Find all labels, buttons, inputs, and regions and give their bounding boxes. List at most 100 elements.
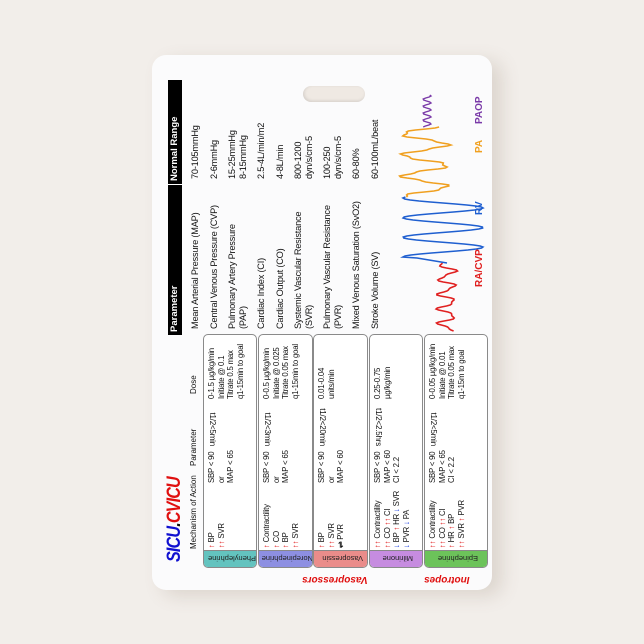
parameter-line: SBP < 90 <box>373 451 382 483</box>
parameter-line: SBP < 90 <box>317 451 326 483</box>
drug-name-strip: Vasopressin <box>314 550 367 567</box>
mechanism-text: SVR <box>392 490 402 507</box>
mechanism-text: PVR <box>336 524 346 540</box>
range-line: 800-1200 <box>293 141 303 179</box>
mechanism-text: PVR <box>456 500 466 516</box>
range-cell: 4-8L/min <box>275 80 286 185</box>
parameter-cell: Mean Arterial Pressure (MAP) <box>190 185 201 335</box>
parameter-line: Pulmonary Artery Pressure <box>227 224 237 329</box>
arrow-up-icon: ↑ <box>447 523 457 530</box>
half-life: t1/2<2.5hrs <box>374 407 383 446</box>
parameter-cell: Pulmonary Artery Pressure (PAP) <box>227 185 248 335</box>
parameter-line: MAP < 65 <box>437 450 447 483</box>
mechanism-line: ↑↑ CO ↑↑ CI <box>383 491 393 548</box>
table-row: Mixed Venous Saturation (SvO2) 60-80% <box>351 80 362 335</box>
arrow-up-icon: ↑↑ <box>382 538 392 548</box>
dose-line: Titrate 0.05 max <box>281 346 291 399</box>
header-dose: Dose <box>189 375 198 394</box>
mechanism-text: SVR <box>456 521 466 539</box>
reference-badge-card: SICU.CVICU Parameter Normal Range Mean A… <box>152 55 492 590</box>
header-parameter: Parameter <box>169 285 180 332</box>
arrow-up-icon: ↑ <box>456 515 466 522</box>
parameter-line: CI < 2.2 <box>447 457 457 483</box>
range-cell: 60-100mL/beat <box>370 80 381 185</box>
mechanism-text: BP <box>207 532 216 543</box>
section-vasopressors-label: Vasopressors <box>302 574 368 585</box>
table-row: Pulmonary Vascular Resistance (PVR) 100-25… <box>322 80 343 335</box>
range-line: 60-80% <box>351 148 361 179</box>
mechanism-line: ↑↑ SVR <box>291 504 301 548</box>
pa-label: PA <box>474 139 485 153</box>
table-row: Central Venous Pressure (CVP) 2-6mmHg <box>209 80 220 335</box>
table-header: Parameter Normal Range <box>168 80 182 335</box>
arrow-up-icon: ↑↑ <box>456 538 466 548</box>
mechanism-text: PA <box>401 509 411 520</box>
drug-name: Epinephrine <box>437 554 479 564</box>
header-normal-range: Normal Range <box>168 80 182 185</box>
range-line: 70-105mmHg <box>190 125 200 179</box>
arrow-up-icon: ↑ <box>317 542 326 548</box>
rv-label: RV <box>474 201 485 215</box>
mechanism-text: BP <box>281 532 291 543</box>
parameter-line: Pulmonary Vascular Resistance <box>322 205 332 329</box>
parameter-line: or <box>326 476 336 483</box>
arrow-down-icon: ↓ <box>401 519 411 525</box>
parameter-cell: Pulmonary Vascular Resistance (PVR) <box>322 185 343 335</box>
dose-cell: 0-0.5 µg/kg/min Initiate @ 0.025 Titrate 0… <box>262 344 300 399</box>
ra-cvp-label: RA/CVP <box>474 249 485 287</box>
hemodynamic-waveform <box>398 94 485 332</box>
arrow-up-icon: ↑↑ <box>326 538 336 548</box>
range-cell: 60-80% <box>351 80 362 185</box>
parameter-line: CI < 2.2 <box>392 457 402 483</box>
parameter-line: Cardiac Output (CO) <box>274 248 285 329</box>
range-line: dyn/s/cm-5 <box>303 136 314 179</box>
range-line: 4-8L/min <box>274 144 285 179</box>
parameter-line: or <box>216 476 226 483</box>
arrow-up-icon: ↑↑ <box>382 515 392 526</box>
dose-line: 0-0.05 µg/kg/min <box>428 343 437 399</box>
parameter-line: SBP < 90 <box>207 451 216 483</box>
dose-line: Titrate 0.5 max <box>226 350 236 399</box>
mechanism-line: ⇌ PVR <box>336 523 346 548</box>
section-inotropes: Inotropes <box>424 574 470 585</box>
arrow-down-icon: ↓ <box>392 506 402 512</box>
mechanism-text: SVR <box>216 523 226 539</box>
table-row: Mean Arterial Pressure (MAP) 70-105mmHg <box>190 80 201 335</box>
logo-sicu: SICU <box>164 526 185 562</box>
range-line: 8-15mmHg <box>237 135 248 179</box>
range-cell: 100-250 dyn/s/cm-5 <box>322 80 343 185</box>
drug-name-strip: Epinephrine <box>425 550 487 567</box>
drug-name-strip: Phenylephrine <box>204 550 256 567</box>
arrow-up-icon: ↑ <box>392 524 402 531</box>
dose-line: Titrate 0.05 max <box>447 346 457 399</box>
arrow-up-icon: ↑↑ <box>216 538 226 548</box>
parameter-line: (SVR) <box>303 304 314 329</box>
mechanism-text: Contractility <box>373 500 382 539</box>
arrow-up-icon: ↑ <box>271 542 281 548</box>
mechanism-text: CI <box>437 508 447 516</box>
dose-cell: 0.25-0.75 µg/kg/min <box>373 367 392 399</box>
parameter-line: Mixed Venous Saturation (SvO2) <box>351 201 361 329</box>
ra-cvp-waveform <box>434 262 459 332</box>
parameter-cell: Stroke Volume (SV) <box>370 185 381 335</box>
parameter-line: Cardiac Index (CI) <box>256 258 266 329</box>
table-row: Cardiac Output (CO) 4-8L/min <box>275 80 286 335</box>
logo: SICU.CVICU <box>164 477 186 562</box>
dose-cell: 0-0.05 µg/kg/min Initiate @ 0.01 Titrate 0… <box>428 344 466 399</box>
drug-name: Vasopressin <box>322 554 363 564</box>
normal-range-table: Parameter Normal Range Mean Arterial Pre… <box>168 80 380 335</box>
drug-card-milrinone: Milrinone ↑↑ Contractility ↑↑ CO ↑↑ CI ↓ … <box>369 334 423 568</box>
range-line: 2-6mmHg <box>208 140 219 179</box>
dose-line: 0-0.5 µg/kg/min <box>262 348 271 399</box>
mechanism-line: ↑ BP <box>317 523 327 548</box>
mechanism-cell: ↑↑ Contractility ↑↑ CO ↑↑ CI ↓ BP ↑ HR ↓… <box>373 491 411 548</box>
rv-waveform <box>400 196 485 264</box>
paop-waveform <box>422 94 433 128</box>
half-life: t1/2<3min <box>263 412 272 446</box>
mechanism-text: CO <box>271 531 281 543</box>
drug-name-strip: Milrinone <box>370 550 422 567</box>
parameter-line: Systemic Vascular Resistance <box>293 211 303 329</box>
mechanism-cell: ↑ BP ↑↑ SVR <box>207 523 226 548</box>
parameter-line: Stroke Volume (SV) <box>369 251 380 329</box>
parameter-cell: Cardiac Index (CI) <box>256 185 267 335</box>
